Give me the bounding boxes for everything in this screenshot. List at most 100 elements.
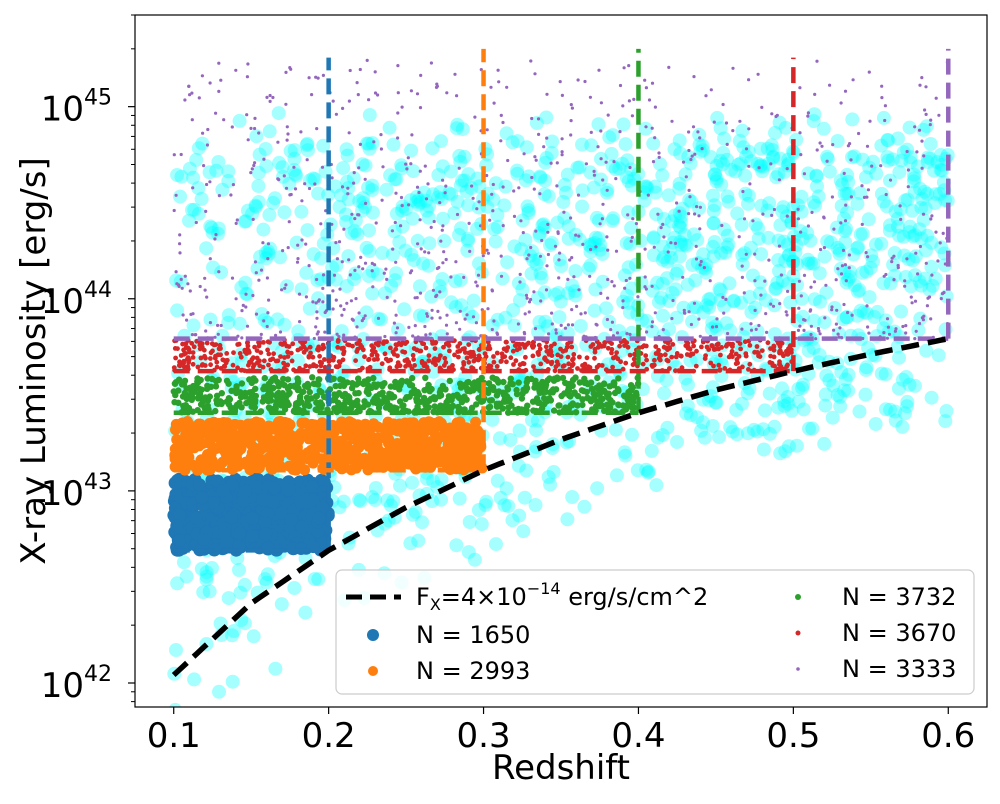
series-point-4: [809, 324, 814, 328]
series-point-4: [797, 279, 802, 283]
series-point-4: [342, 333, 346, 337]
series-point-4: [583, 79, 587, 84]
series-point-4: [312, 336, 316, 341]
series-point-4: [465, 313, 469, 317]
series-point-4: [569, 133, 573, 137]
background-point: [900, 394, 915, 409]
background-point: [568, 264, 583, 278]
background-point: [624, 178, 639, 193]
x-tick-label: 0.2: [302, 716, 356, 756]
background-point: [735, 257, 750, 272]
series-point-3: [335, 364, 340, 370]
series-point-4: [645, 330, 649, 334]
series-point-4: [172, 208, 176, 213]
series-point-4: [499, 139, 503, 143]
background-point: [241, 203, 255, 218]
background-point: [732, 133, 747, 148]
background-point: [443, 164, 458, 179]
background-point: [930, 155, 945, 170]
background-point: [464, 181, 479, 195]
series-point-4: [906, 168, 911, 172]
series-point-4: [234, 297, 238, 301]
background-point: [237, 214, 252, 229]
background-point: [612, 324, 626, 338]
background-point: [931, 348, 946, 363]
series-point-4: [650, 81, 655, 85]
series-point-3: [208, 362, 214, 368]
background-point: [605, 159, 620, 174]
series-point-4: [280, 288, 284, 292]
series-point-4: [926, 296, 930, 300]
background-point: [419, 471, 434, 486]
series-point-4: [419, 73, 423, 77]
background-point: [187, 202, 202, 217]
series-point-4: [495, 331, 499, 335]
series-point-3: [504, 339, 509, 345]
background-point: [261, 244, 275, 259]
series-point-4: [491, 182, 495, 187]
background-point: [253, 249, 268, 264]
series-point-4: [245, 75, 249, 79]
series-point-4: [474, 280, 478, 284]
series-point-4: [799, 230, 803, 234]
background-point: [251, 195, 266, 209]
series-point-2: [246, 389, 253, 396]
background-point: [174, 169, 189, 184]
background-point: [510, 163, 525, 178]
background-point: [409, 194, 424, 209]
background-point: [704, 321, 719, 336]
series-point-4: [650, 126, 654, 130]
series-point-4: [295, 260, 300, 264]
series-point-4: [477, 336, 481, 340]
series-point-3: [657, 357, 663, 363]
background-point: [720, 228, 735, 243]
series-point-0: [282, 483, 296, 497]
background-point: [565, 278, 580, 293]
series-point-2: [265, 391, 272, 398]
series-point-4: [217, 194, 221, 198]
background-point: [186, 318, 201, 333]
series-point-3: [662, 352, 668, 358]
background-point: [374, 312, 388, 327]
background-point: [920, 228, 935, 243]
series-point-1: [362, 456, 374, 468]
background-point: [205, 561, 219, 575]
series-point-4: [753, 252, 757, 256]
series-point-3: [684, 352, 690, 357]
background-point: [830, 240, 845, 255]
series-point-3: [456, 354, 461, 360]
series-point-3: [538, 361, 544, 367]
series-point-3: [530, 353, 536, 359]
background-point: [403, 193, 418, 208]
background-point: [881, 133, 896, 148]
background-point: [817, 249, 832, 264]
series-point-3: [432, 340, 438, 346]
series-point-3: [173, 355, 179, 361]
background-point: [498, 179, 513, 194]
series-point-4: [914, 329, 918, 333]
series-point-3: [670, 342, 676, 347]
background-point: [487, 222, 502, 236]
series-point-4: [557, 258, 561, 262]
series-point-4: [473, 115, 477, 119]
background-point: [817, 315, 832, 330]
series-point-3: [746, 367, 751, 372]
x-tick-label: 0.4: [611, 716, 665, 756]
background-point: [852, 283, 867, 297]
background-point: [287, 163, 302, 177]
series-point-4: [747, 127, 751, 131]
series-point-3: [784, 348, 789, 354]
series-point-4: [476, 273, 481, 277]
background-point: [405, 211, 420, 226]
series-point-4: [240, 309, 244, 313]
series-point-4: [371, 285, 375, 289]
series-point-4: [453, 72, 457, 76]
series-point-3: [320, 342, 326, 348]
series-point-4: [539, 299, 543, 303]
background-point: [258, 142, 273, 156]
series-point-2: [621, 392, 628, 399]
background-point: [353, 494, 368, 509]
series-point-4: [566, 323, 571, 327]
series-point-4: [235, 218, 239, 222]
background-point: [781, 248, 796, 263]
